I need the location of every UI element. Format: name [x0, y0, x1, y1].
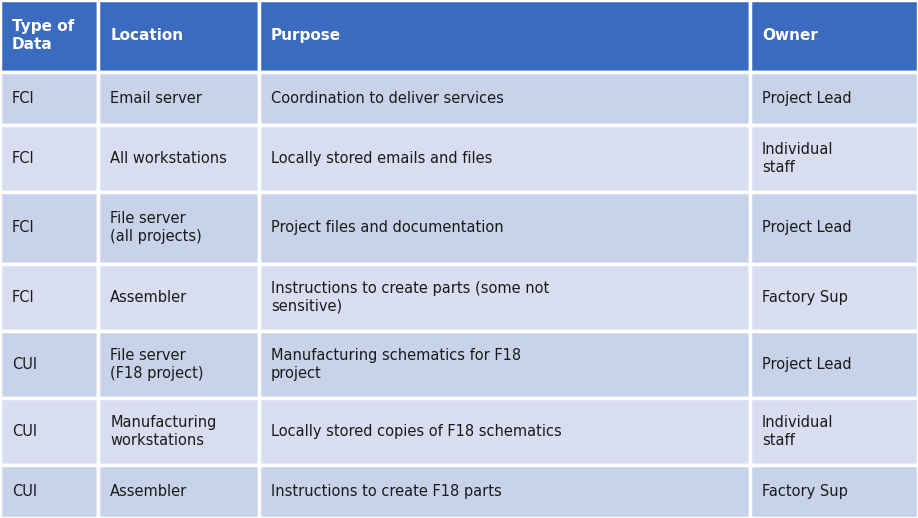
Bar	[0, 125, 98, 192]
Bar	[750, 125, 918, 192]
Text: FCI: FCI	[12, 220, 35, 235]
Bar	[750, 331, 918, 398]
Bar	[98, 398, 259, 465]
Text: Coordination to deliver services: Coordination to deliver services	[271, 91, 504, 106]
Text: FCI: FCI	[12, 151, 35, 166]
Text: CUI: CUI	[12, 484, 37, 499]
Text: File server
(F18 project): File server (F18 project)	[110, 348, 204, 381]
Bar	[98, 0, 259, 72]
Text: Type of
Data: Type of Data	[12, 20, 74, 52]
Bar	[259, 0, 750, 72]
Bar	[259, 264, 750, 331]
Bar	[750, 264, 918, 331]
Bar	[750, 398, 918, 465]
Bar	[750, 465, 918, 518]
Text: Individual
staff: Individual staff	[762, 415, 834, 448]
Text: Assembler: Assembler	[110, 484, 187, 499]
Text: Project Lead: Project Lead	[762, 220, 852, 235]
Bar	[0, 331, 98, 398]
Bar	[259, 192, 750, 264]
Bar	[0, 192, 98, 264]
Bar	[0, 0, 98, 72]
Bar	[0, 72, 98, 125]
Bar	[98, 465, 259, 518]
Text: Location: Location	[110, 28, 184, 44]
Bar	[98, 125, 259, 192]
Text: Factory Sup: Factory Sup	[762, 484, 848, 499]
Bar	[259, 125, 750, 192]
Bar	[750, 0, 918, 72]
Text: Manufacturing schematics for F18
project: Manufacturing schematics for F18 project	[271, 348, 521, 381]
Bar	[98, 331, 259, 398]
Bar	[750, 192, 918, 264]
Text: Project Lead: Project Lead	[762, 357, 852, 372]
Bar	[98, 264, 259, 331]
Text: FCI: FCI	[12, 91, 35, 106]
Bar	[259, 465, 750, 518]
Bar	[259, 398, 750, 465]
Text: All workstations: All workstations	[110, 151, 227, 166]
Bar	[0, 465, 98, 518]
Text: Assembler: Assembler	[110, 290, 187, 305]
Text: Locally stored emails and files: Locally stored emails and files	[271, 151, 492, 166]
Text: FCI: FCI	[12, 290, 35, 305]
Text: CUI: CUI	[12, 424, 37, 439]
Bar	[750, 72, 918, 125]
Text: Locally stored copies of F18 schematics: Locally stored copies of F18 schematics	[271, 424, 562, 439]
Text: Instructions to create parts (some not
sensitive): Instructions to create parts (some not s…	[271, 281, 549, 314]
Text: Instructions to create F18 parts: Instructions to create F18 parts	[271, 484, 501, 499]
Text: Email server: Email server	[110, 91, 202, 106]
Text: Project files and documentation: Project files and documentation	[271, 220, 503, 235]
Text: Owner: Owner	[762, 28, 818, 44]
Bar	[98, 192, 259, 264]
Bar	[0, 264, 98, 331]
Bar	[259, 72, 750, 125]
Text: Purpose: Purpose	[271, 28, 341, 44]
Text: CUI: CUI	[12, 357, 37, 372]
Bar	[98, 72, 259, 125]
Text: File server
(all projects): File server (all projects)	[110, 211, 202, 244]
Bar	[259, 331, 750, 398]
Text: Manufacturing
workstations: Manufacturing workstations	[110, 415, 217, 448]
Text: Factory Sup: Factory Sup	[762, 290, 848, 305]
Text: Individual
staff: Individual staff	[762, 142, 834, 175]
Text: Project Lead: Project Lead	[762, 91, 852, 106]
Bar	[0, 398, 98, 465]
